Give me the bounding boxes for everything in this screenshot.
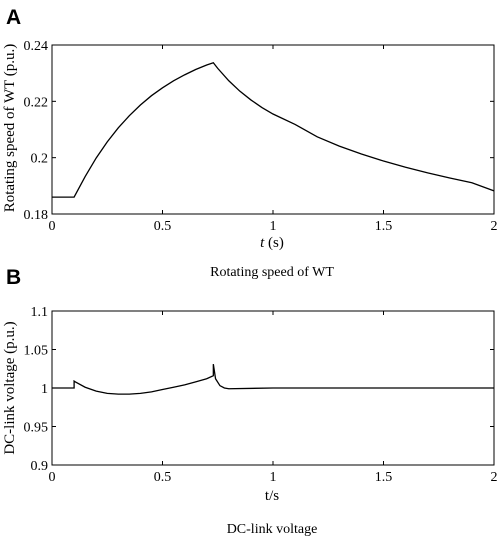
panel-b-series-line xyxy=(52,364,494,395)
panel-a-y-tick-label: 0.18 xyxy=(24,208,49,223)
panel-a-caption: Rotating speed of WT xyxy=(210,265,334,280)
panel-a-x-tick-label: 0.5 xyxy=(154,219,172,234)
panel-b-x-tick-label: 2 xyxy=(491,470,498,485)
panel-b-y-tick-label: 0.95 xyxy=(24,421,49,436)
panel-a-x-tick-label: 0 xyxy=(49,219,56,234)
panel-b-x-tick-label: 0 xyxy=(49,470,56,485)
panel-b-x-tick-label: 1 xyxy=(270,470,277,485)
panel-b-x-tick-label: 1.5 xyxy=(375,470,393,485)
panel-b-xlabel: t/s xyxy=(265,488,279,504)
panel-b-y-tick-label: 0.9 xyxy=(31,459,49,474)
panel-a-x-tick-label: 1.5 xyxy=(375,219,393,234)
panel-b: B DC-link voltage (p.u.) t/s DC-link vol… xyxy=(2,266,498,537)
panel-a: A Rotating speed of WT (p.u.) t (s) Rota… xyxy=(2,6,498,280)
panel-a-y-tick-label: 0.22 xyxy=(24,95,49,110)
panel-a-x-tick-label: 1 xyxy=(270,219,277,234)
panel-a-ylabel: Rotating speed of WT (p.u.) xyxy=(2,44,18,213)
panel-a-series-line xyxy=(52,61,495,198)
panel-b-caption: DC-link voltage xyxy=(227,522,318,537)
panel-b-y-tick-label: 1.1 xyxy=(31,305,49,320)
panel-a-label: A xyxy=(6,6,21,29)
panel-b-y-tick-label: 1.05 xyxy=(24,344,49,359)
panel-a-xlabel: t (s) xyxy=(260,235,284,251)
panel-a-plot-frame xyxy=(51,44,495,215)
panel-a-y-tick-label: 0.24 xyxy=(24,39,49,54)
panel-b-x-tick-label: 0.5 xyxy=(154,470,172,485)
panel-a-y-tick-label: 0.2 xyxy=(31,152,49,167)
panel-b-ylabel: DC-link voltage (p.u.) xyxy=(2,321,18,454)
panel-a-x-tick-label: 2 xyxy=(491,219,498,234)
panel-b-y-tick-label: 1 xyxy=(41,382,48,397)
panel-b-label: B xyxy=(6,266,21,289)
